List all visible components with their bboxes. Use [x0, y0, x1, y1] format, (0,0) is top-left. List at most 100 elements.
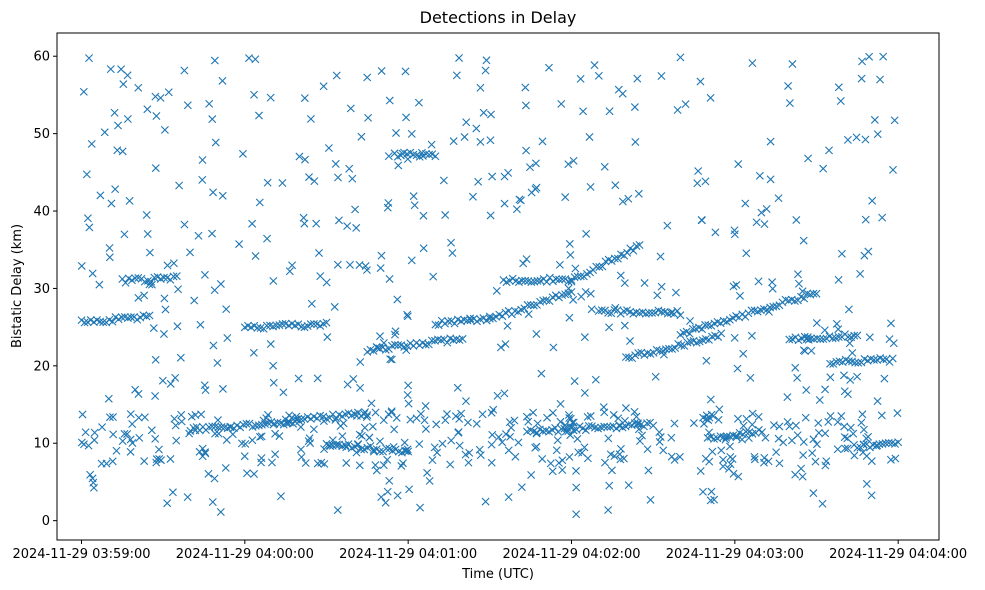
data-point: [798, 472, 807, 481]
data-point: [142, 211, 151, 220]
data-point: [297, 415, 306, 424]
data-point: [853, 443, 862, 452]
data-point: [663, 221, 672, 230]
data-point: [604, 434, 613, 443]
x-axis-label: Time (UTC): [461, 567, 534, 582]
data-point: [538, 137, 547, 146]
data-point: [748, 409, 757, 418]
data-point: [448, 249, 457, 257]
data-point: [377, 251, 386, 260]
data-point: [880, 374, 889, 383]
data-point: [174, 285, 183, 294]
data-point: [320, 459, 329, 468]
data-point: [398, 459, 407, 468]
data-point: [151, 92, 160, 101]
data-point: [331, 159, 340, 168]
data-point: [857, 418, 866, 427]
data-point: [576, 272, 585, 281]
data-point: [879, 355, 888, 364]
data-point: [150, 273, 159, 282]
data-point: [143, 230, 152, 238]
data-point: [237, 439, 246, 448]
data-point: [578, 448, 587, 457]
data-point: [487, 440, 496, 449]
data-point: [869, 355, 878, 364]
data-point: [98, 423, 107, 432]
data-point: [632, 308, 641, 317]
data-point: [618, 197, 627, 206]
data-point: [196, 320, 205, 329]
data-point: [460, 132, 469, 141]
data-point: [706, 496, 715, 505]
data-point: [294, 374, 303, 383]
data-point: [809, 435, 818, 444]
data-point: [729, 282, 738, 291]
data-point: [382, 444, 391, 453]
data-point: [257, 432, 266, 441]
data-point: [719, 455, 728, 464]
data-point: [214, 423, 223, 432]
data-point: [606, 422, 615, 431]
data-point: [444, 317, 453, 326]
data-point: [393, 491, 402, 500]
y-tick-label: 10: [33, 437, 50, 452]
data-point: [569, 295, 578, 304]
data-point: [774, 194, 783, 203]
data-point: [587, 305, 596, 314]
data-point: [844, 332, 853, 341]
x-axis-ticks: 2024-11-29 03:59:00 2024-11-29 04:00:00 20…: [12, 540, 967, 562]
data-point: [705, 428, 714, 437]
data-point: [105, 243, 114, 252]
data-point: [754, 277, 763, 286]
data-point: [572, 466, 581, 475]
data-point: [644, 466, 653, 475]
data-point: [455, 414, 464, 423]
data-point: [407, 129, 416, 138]
data-point: [96, 191, 105, 200]
data-point: [171, 373, 180, 382]
y-tick-label: 40: [33, 205, 50, 220]
data-point: [600, 458, 609, 467]
data-point: [486, 211, 495, 220]
data-point: [531, 185, 540, 194]
data-point: [134, 83, 143, 92]
data-point: [548, 467, 557, 476]
data-point: [604, 506, 613, 515]
data-point: [323, 333, 332, 342]
data-point: [216, 280, 225, 289]
data-point: [519, 259, 528, 268]
data-point: [643, 349, 652, 358]
data-point: [557, 99, 566, 108]
data-point: [439, 176, 448, 185]
data-point: [512, 205, 521, 214]
data-point: [759, 458, 768, 467]
data-point: [357, 132, 366, 141]
data-point: [479, 108, 488, 117]
data-point: [338, 432, 347, 441]
data-point: [821, 461, 830, 470]
data-point: [134, 293, 143, 302]
data-point: [190, 296, 199, 305]
data-point: [419, 211, 428, 220]
data-point: [319, 82, 328, 91]
data-point: [403, 312, 412, 321]
data-point: [772, 448, 781, 457]
data-point: [836, 96, 845, 105]
data-point: [420, 416, 429, 425]
data-point: [488, 430, 497, 439]
data-point: [762, 204, 771, 213]
data-point: [814, 419, 823, 428]
data-point: [600, 162, 609, 171]
data-point: [330, 302, 339, 311]
data-point: [785, 422, 794, 431]
data-point: [175, 181, 184, 190]
data-point: [554, 458, 563, 467]
data-point: [699, 419, 708, 428]
data-point: [606, 450, 615, 459]
data-point: [269, 276, 278, 285]
data-point: [500, 172, 509, 181]
data-point: [859, 425, 868, 434]
data-point: [498, 438, 507, 447]
data-point: [314, 248, 323, 257]
data-point: [255, 432, 264, 441]
